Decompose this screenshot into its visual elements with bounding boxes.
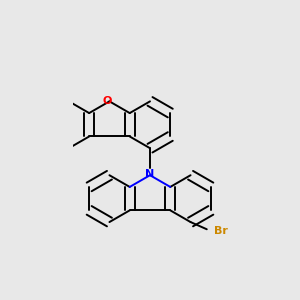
Text: Br: Br bbox=[214, 226, 228, 236]
Text: O: O bbox=[102, 96, 111, 106]
Text: N: N bbox=[146, 169, 154, 179]
